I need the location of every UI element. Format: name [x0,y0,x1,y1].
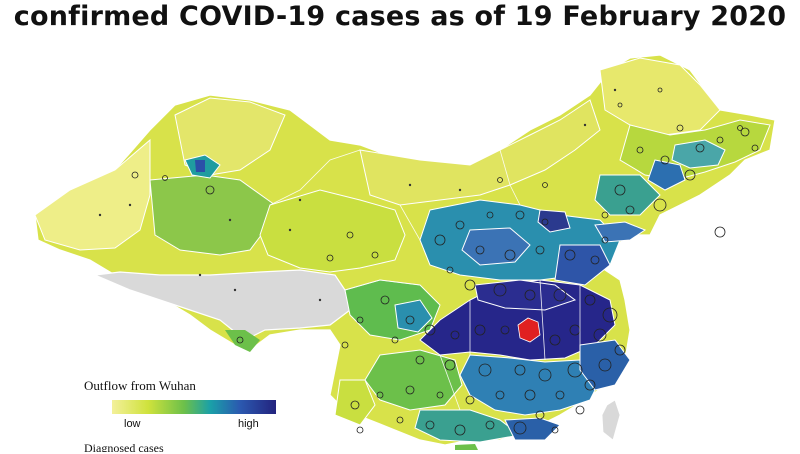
legend-low-label: low [124,418,141,430]
tibet-no-data [92,269,351,341]
legend-high-label: high [238,418,259,430]
xinjiang-green [149,174,276,256]
small-markers [98,88,617,302]
legend-title: Outflow from Wuhan [84,378,196,393]
map-legend: Outflow from Wuhan low high Diagnosed ca… [84,378,276,452]
china-map [0,40,800,450]
case-markers [131,87,759,436]
taiwan [601,399,621,441]
legend-cases-label: Diagnosed cases [84,441,164,452]
wuhan-highlight [517,317,541,343]
map-title: confirmed COVID-19 cases as of 19 Februa… [13,1,787,32]
legend-color-ramp [112,400,276,414]
